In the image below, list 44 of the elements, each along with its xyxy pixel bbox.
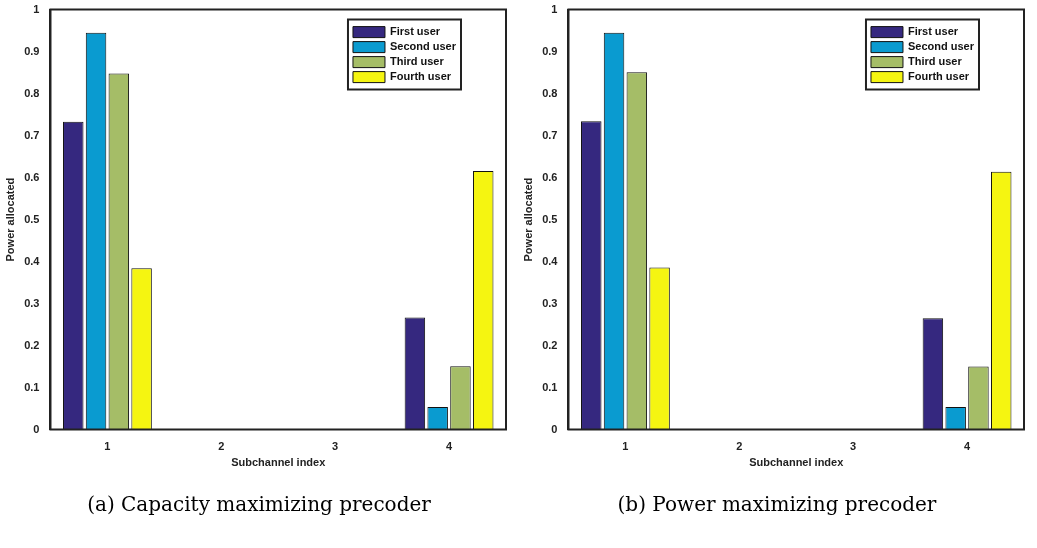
y-tick-label: 0.4 — [24, 254, 41, 267]
x-tick-label: 1 — [622, 440, 629, 453]
y-tick-label: 0.3 — [24, 296, 40, 309]
legend-label: First user — [389, 25, 441, 38]
legend-label: Second user — [389, 40, 457, 53]
text: (b) Power maximizing precoder — [616, 492, 938, 516]
y-tick-label: 0.5 — [542, 212, 558, 225]
y-tick-label: 0 — [551, 422, 558, 435]
y-axis-title: Power allocated — [3, 177, 16, 262]
y-tick-label: 0.3 — [542, 296, 558, 309]
legend-label: First user — [907, 25, 959, 38]
x-tick-label: 2 — [218, 440, 225, 453]
x-axis-title: Subchannel index — [749, 456, 845, 469]
x-tick-label: 3 — [332, 440, 339, 453]
legend-label: Third user — [907, 55, 963, 68]
y-tick-label: 1 — [33, 2, 40, 15]
y-tick-label: 0.4 — [542, 254, 559, 267]
y-axis-title: Power allocated — [521, 177, 534, 262]
y-tick-label: 0.8 — [24, 86, 40, 99]
y-tick-label: 0.9 — [542, 44, 558, 57]
y-tick-label: 0.2 — [24, 338, 40, 351]
y-tick-label: 0.9 — [24, 44, 40, 57]
legend-label: Third user — [389, 55, 445, 68]
legend-label: Fourth user — [389, 70, 452, 83]
x-tick-label: 4 — [964, 440, 971, 453]
legend-label: Fourth user — [907, 70, 970, 83]
y-tick-label: 1 — [551, 2, 558, 15]
x-axis-title: Subchannel index — [231, 456, 327, 469]
text: (a) Capacity maximizing precoder — [86, 492, 432, 516]
y-tick-label: 0.6 — [24, 170, 40, 183]
x-tick-label: 4 — [446, 440, 453, 453]
y-tick-label: 0.1 — [542, 380, 558, 393]
y-tick-label: 0.1 — [24, 380, 40, 393]
y-tick-label: 0.7 — [542, 128, 558, 141]
x-tick-label: 3 — [850, 440, 857, 453]
x-tick-label: 2 — [736, 440, 743, 453]
y-tick-label: 0.8 — [542, 86, 558, 99]
y-tick-label: 0 — [33, 422, 40, 435]
x-tick-label: 1 — [104, 440, 111, 453]
y-tick-label: 0.7 — [24, 128, 40, 141]
y-tick-label: 0.6 — [542, 170, 558, 183]
y-tick-label: 0.2 — [542, 338, 558, 351]
y-tick-label: 0.5 — [24, 212, 40, 225]
legend-label: Second user — [907, 40, 975, 53]
